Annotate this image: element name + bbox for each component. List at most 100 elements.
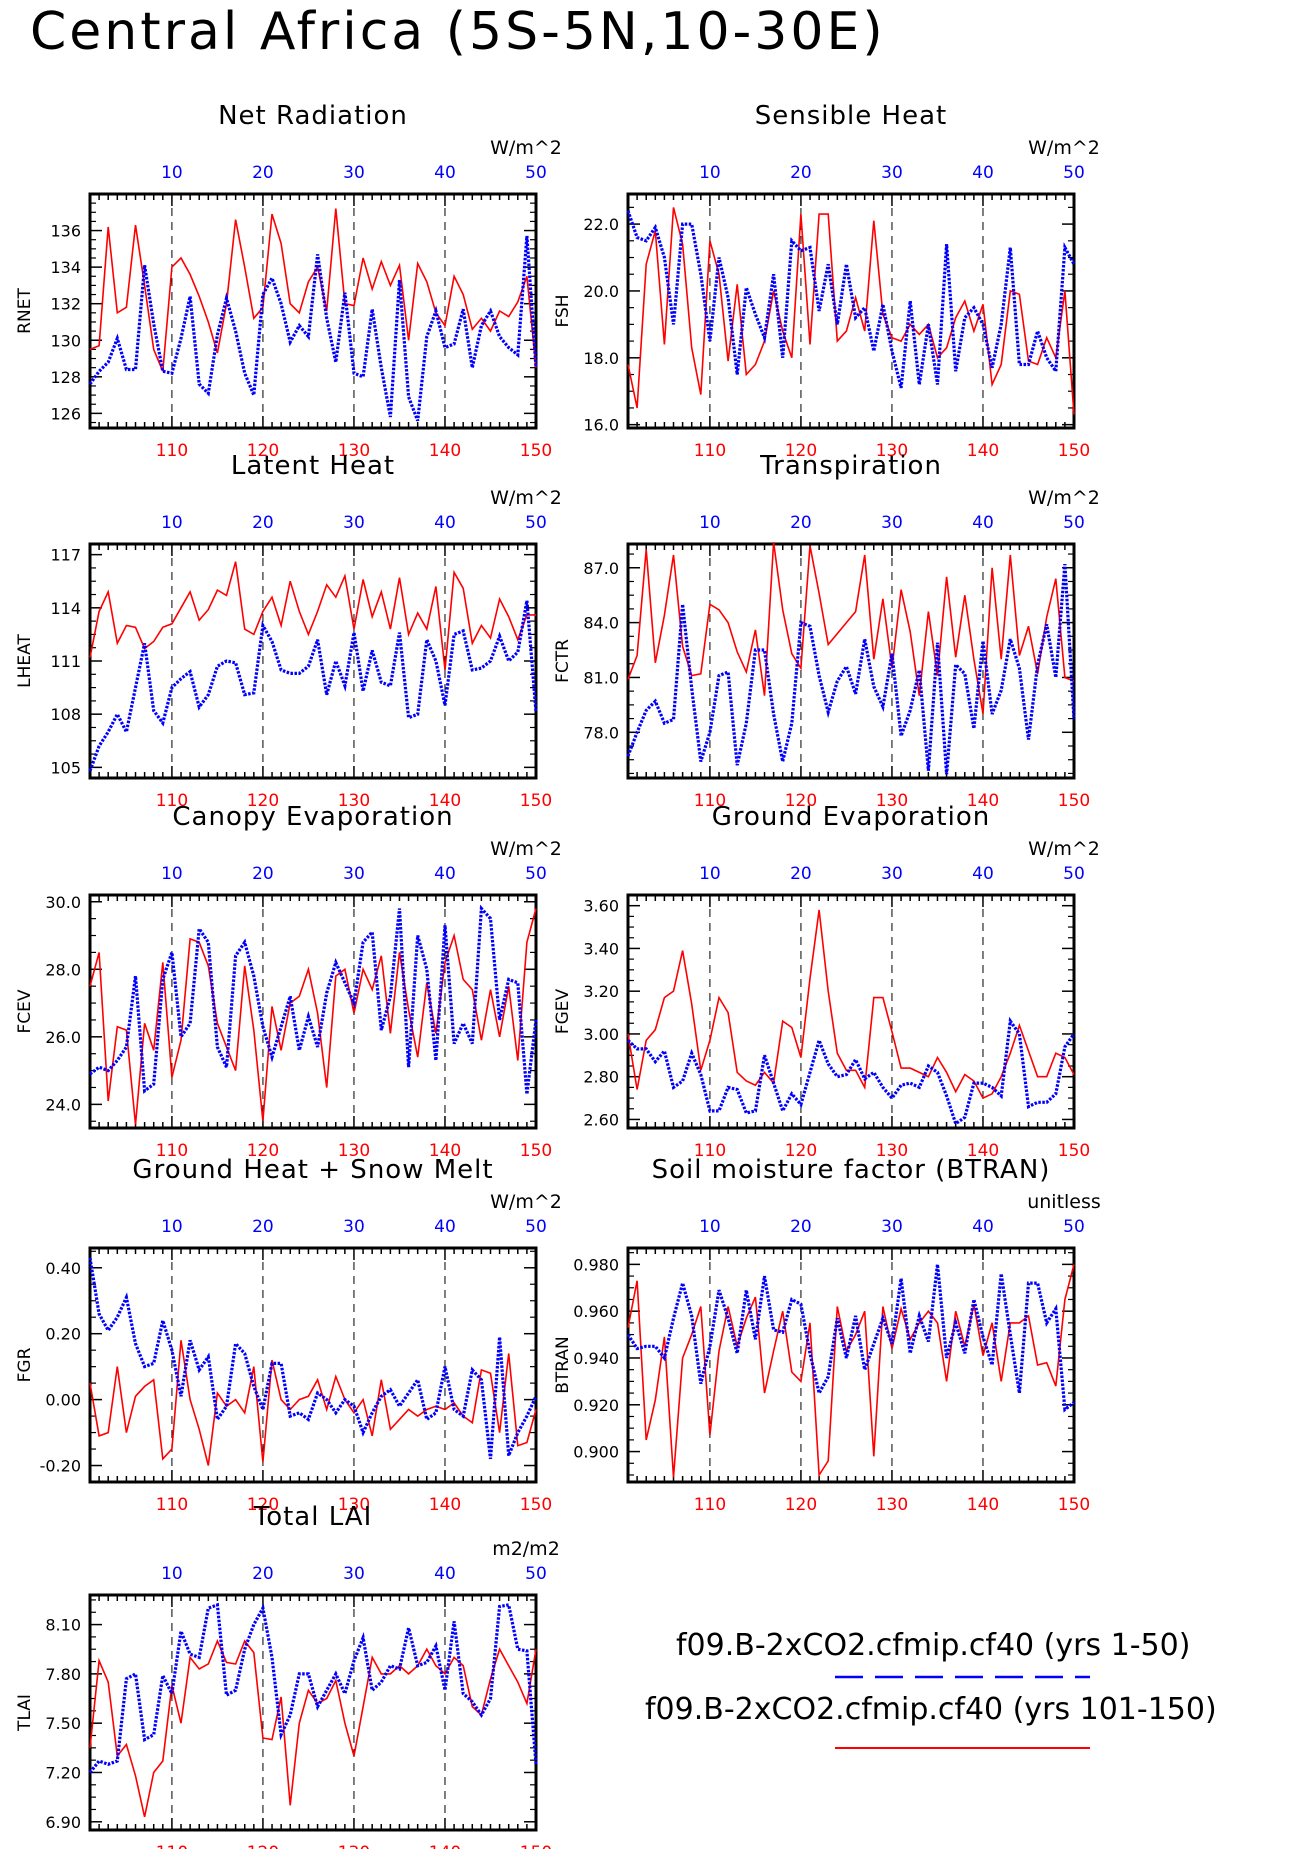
chart-8-x-tick-label-2: 130 — [338, 1843, 370, 1849]
chart-7-title: Soil moisture factor (BTRAN) — [652, 1155, 1051, 1185]
chart-0-y-tick-label-4: 134 — [50, 258, 81, 277]
chart-8-series-line-yrs-1-50 — [88, 1602, 538, 1774]
chart-2-y-tick-label-2: 111 — [50, 652, 81, 671]
chart-5-y-tick-label-4: 3.40 — [583, 939, 619, 958]
chart-7-y-tick-label-4: 0.980 — [573, 1255, 619, 1274]
chart-1-x2-tick-label-0: 10 — [699, 163, 721, 183]
chart-2-series-line-yrs-1-50 — [88, 600, 538, 772]
chart-1-x2-tick-label-2: 30 — [881, 163, 903, 183]
chart-4-x2-tick-label-2: 30 — [343, 864, 365, 884]
chart-3-y-axis-title: FCTR — [553, 639, 573, 683]
chart-0-frame — [88, 192, 538, 430]
chart-1-x-tick-label-4: 150 — [1058, 441, 1090, 461]
chart-3-frame — [626, 542, 1076, 780]
chart-5-x-tick-label-1: 120 — [785, 1141, 817, 1161]
legend-line-yrs-101-150 — [835, 1747, 1090, 1749]
chart-8-x2-tick-label-1: 20 — [252, 1564, 274, 1584]
chart-6-x-tick-label-1: 120 — [247, 1495, 279, 1515]
chart-3-x-tick-label-3: 140 — [967, 791, 999, 811]
chart-5-units-label: W/m^2 — [1028, 838, 1100, 860]
chart-1-frame — [626, 192, 1076, 430]
chart-1-x-tick-label-3: 140 — [967, 441, 999, 461]
chart-2-series-line-yrs-101-150 — [89, 561, 536, 670]
chart-7-x2-tick-label-0: 10 — [699, 1217, 721, 1237]
chart-7-x2-tick-label-4: 50 — [1063, 1217, 1085, 1237]
chart-5-title: Ground Evaporation — [712, 802, 990, 832]
chart-8-frame — [88, 1593, 538, 1832]
chart-2-y-tick-label-3: 114 — [50, 599, 81, 618]
chart-3-x-tick-label-2: 130 — [876, 791, 908, 811]
chart-6-y-tick-label-2: 0.20 — [45, 1325, 81, 1344]
chart-4-x-tick-label-3: 140 — [429, 1141, 461, 1161]
chart-4-x2-tick-label-1: 20 — [252, 864, 274, 884]
chart-3-y-tick-label-1: 81.0 — [583, 668, 619, 687]
chart-2-title: Latent Heat — [231, 451, 395, 481]
chart-5-y-tick-label-3: 3.20 — [583, 982, 619, 1001]
chart-4-x2-tick-label-3: 40 — [434, 864, 456, 884]
chart-0-x2-tick-label-1: 20 — [252, 163, 274, 183]
chart-8-y-tick-label-1: 7.20 — [45, 1763, 81, 1782]
chart-4-x-tick-label-4: 150 — [520, 1141, 552, 1161]
chart-2-y-axis-title: LHEAT — [15, 634, 35, 688]
chart-1-x-tick-label-2: 130 — [876, 441, 908, 461]
chart-3-x2-tick-label-3: 40 — [972, 513, 994, 533]
chart-4-series-line-yrs-101-150 — [89, 908, 537, 1125]
chart-4-y-tick-label-3: 30.0 — [45, 893, 81, 912]
chart-3-x2-tick-label-2: 30 — [881, 513, 903, 533]
chart-4-y-axis-title: FCEV — [15, 989, 35, 1033]
chart-6-x-tick-label-3: 140 — [429, 1495, 461, 1515]
chart-2-x2-tick-label-4: 50 — [525, 513, 547, 533]
chart-2-units-label: W/m^2 — [490, 487, 562, 509]
chart-5-series-line-yrs-1-50 — [626, 1016, 1076, 1127]
chart-4-x2-tick-label-4: 50 — [525, 864, 547, 884]
chart-3-units-label: W/m^2 — [1028, 487, 1100, 509]
chart-7-x-tick-label-4: 150 — [1058, 1495, 1090, 1515]
chart-3-y-tick-label-2: 84.0 — [583, 614, 619, 633]
chart-2-x-tick-label-0: 110 — [156, 791, 188, 811]
chart-6-units-label: W/m^2 — [490, 1191, 562, 1213]
chart-1-x-tick-label-1: 120 — [785, 441, 817, 461]
chart-8-x2-tick-label-4: 50 — [525, 1564, 547, 1584]
chart-2-y-tick-label-1: 108 — [50, 705, 81, 724]
chart-6-x2-tick-label-2: 30 — [343, 1217, 365, 1237]
chart-0-y-tick-label-5: 136 — [50, 222, 81, 241]
chart-0-y-tick-label-2: 130 — [50, 331, 81, 350]
chart-1-title: Sensible Heat — [755, 101, 947, 131]
chart-0-x-tick-label-0: 110 — [156, 441, 188, 461]
chart-7-y-tick-label-3: 0.960 — [573, 1302, 619, 1321]
main-title: Central Africa (5S-5N,10-30E) — [30, 2, 886, 62]
chart-4-x2-tick-label-0: 10 — [161, 864, 183, 884]
legend-line-yrs-1-50 — [835, 1675, 1090, 1679]
chart-8-x-tick-label-1: 120 — [247, 1843, 279, 1849]
chart-2-x-tick-label-1: 120 — [247, 791, 279, 811]
chart-6-frame — [88, 1246, 538, 1484]
chart-0-x-tick-label-1: 120 — [247, 441, 279, 461]
chart-8-x2-tick-label-2: 30 — [343, 1564, 365, 1584]
chart-4-y-tick-label-1: 26.0 — [45, 1028, 81, 1047]
chart-5-y-axis-title: FGEV — [553, 988, 573, 1034]
chart-2-x2-tick-label-0: 10 — [161, 513, 183, 533]
chart-3-series-line-yrs-1-50 — [626, 563, 1076, 775]
chart-5-y-tick-label-1: 2.80 — [583, 1068, 619, 1087]
chart-5-x2-tick-label-4: 50 — [1063, 864, 1085, 884]
chart-6-x2-tick-label-1: 20 — [252, 1217, 274, 1237]
chart-8-y-axis-title: TLAI — [15, 1694, 35, 1732]
chart-4-units-label: W/m^2 — [490, 838, 562, 860]
chart-8-y-tick-label-4: 8.10 — [45, 1616, 81, 1635]
chart-4-y-tick-label-0: 24.0 — [45, 1095, 81, 1114]
chart-7-y-tick-label-0: 0.900 — [573, 1443, 619, 1462]
chart-5-x-tick-label-2: 130 — [876, 1141, 908, 1161]
chart-7-x2-tick-label-3: 40 — [972, 1217, 994, 1237]
chart-3-x-tick-label-1: 120 — [785, 791, 817, 811]
chart-8-x-tick-label-3: 140 — [429, 1843, 461, 1849]
chart-0-units-label: W/m^2 — [490, 137, 562, 159]
chart-1-y-tick-label-2: 20.0 — [583, 282, 619, 301]
chart-4-y-tick-label-2: 28.0 — [45, 960, 81, 979]
chart-8-y-tick-label-3: 7.80 — [45, 1665, 81, 1684]
chart-0-y-tick-label-1: 128 — [50, 368, 81, 387]
chart-3-title: Transpiration — [759, 451, 942, 481]
chart-6-x-tick-label-2: 130 — [338, 1495, 370, 1515]
chart-0-x-tick-label-3: 140 — [429, 441, 461, 461]
chart-6-y-axis-title: FGR — [15, 1347, 35, 1382]
chart-7-x2-tick-label-2: 30 — [881, 1217, 903, 1237]
